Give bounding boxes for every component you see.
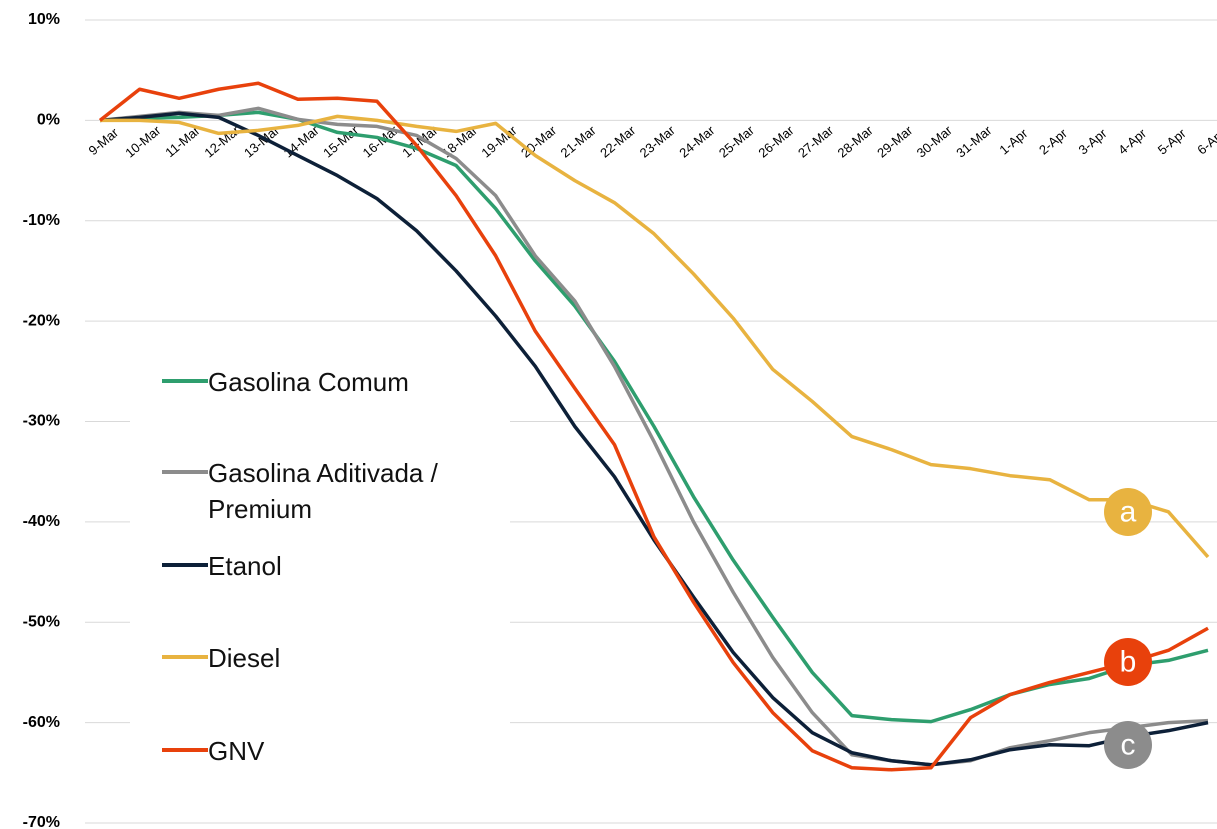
x-tick-label: 30-Mar: [914, 122, 956, 160]
y-tick-label: -40%: [23, 513, 60, 530]
x-tick-label: 9-Mar: [85, 124, 121, 158]
y-tick-label: -70%: [23, 814, 60, 829]
x-tick-label: 21-Mar: [558, 122, 600, 160]
annotation-circle: [1104, 488, 1152, 536]
series-line: [98, 81, 1209, 772]
legend-label: GNV: [208, 736, 265, 766]
x-tick-label: 26-Mar: [755, 122, 797, 160]
x-tick-label: 27-Mar: [795, 122, 837, 160]
x-tick-label: 23-Mar: [637, 122, 679, 160]
annotation-label: b: [1120, 646, 1137, 679]
series-line: [99, 106, 1209, 767]
annotation-circle: [1104, 721, 1152, 769]
x-tick-label: 1-Apr: [996, 125, 1031, 157]
series-line: [100, 114, 1210, 559]
x-tick-label: 5-Apr: [1155, 125, 1190, 157]
legend-item: Gasolina Comum: [130, 364, 488, 400]
x-tick-label: 24-Mar: [676, 122, 718, 160]
x-tick-label: 4-Apr: [1115, 125, 1150, 157]
x-tick-label: 6-Apr: [1194, 125, 1217, 157]
y-tick-label: -30%: [23, 413, 60, 430]
annotation-label: a: [1120, 496, 1137, 529]
legend-label: Diesel: [208, 643, 281, 673]
legend-label: Gasolina Comum: [208, 367, 409, 397]
x-tick-label: 31-Mar: [953, 122, 995, 160]
legend-item: Diesel: [130, 640, 488, 676]
y-tick-label: -20%: [23, 312, 60, 329]
legend-swatch: [162, 563, 208, 567]
legend-item: Etanol: [130, 548, 488, 584]
y-tick-label: -10%: [23, 212, 60, 229]
y-tick-label: 0%: [37, 112, 60, 129]
annotation-label: c: [1121, 729, 1136, 762]
legend-swatch: [162, 470, 208, 474]
x-tick-label: 2-Apr: [1036, 125, 1071, 157]
legend-label: Etanol: [208, 551, 282, 581]
x-tick-label: 12-Mar: [201, 122, 243, 160]
x-tick-label: 22-Mar: [597, 122, 639, 160]
y-tick-label: -60%: [23, 714, 60, 731]
x-tick-label: 25-Mar: [716, 122, 758, 160]
legend-label: Gasolina Aditivada / Premium: [208, 458, 438, 524]
x-tick-label: 29-Mar: [874, 122, 916, 160]
x-tick-label: 20-Mar: [518, 122, 560, 160]
legend-swatch: [162, 748, 208, 752]
legend: Gasolina Comum Gasolina Aditivada / Premi…: [130, 340, 510, 780]
annotation-circle: [1104, 638, 1152, 686]
legend-swatch: [162, 655, 208, 659]
legend-swatch: [162, 379, 208, 383]
legend-item: GNV: [130, 733, 488, 769]
x-tick-label: 28-Mar: [835, 122, 877, 160]
y-tick-label: -50%: [23, 613, 60, 630]
legend-item: Gasolina Aditivada / Premium: [130, 455, 488, 527]
x-tick-label: 10-Mar: [122, 122, 164, 160]
y-tick-label: 10%: [28, 11, 60, 28]
x-tick-label: 3-Apr: [1076, 125, 1111, 157]
